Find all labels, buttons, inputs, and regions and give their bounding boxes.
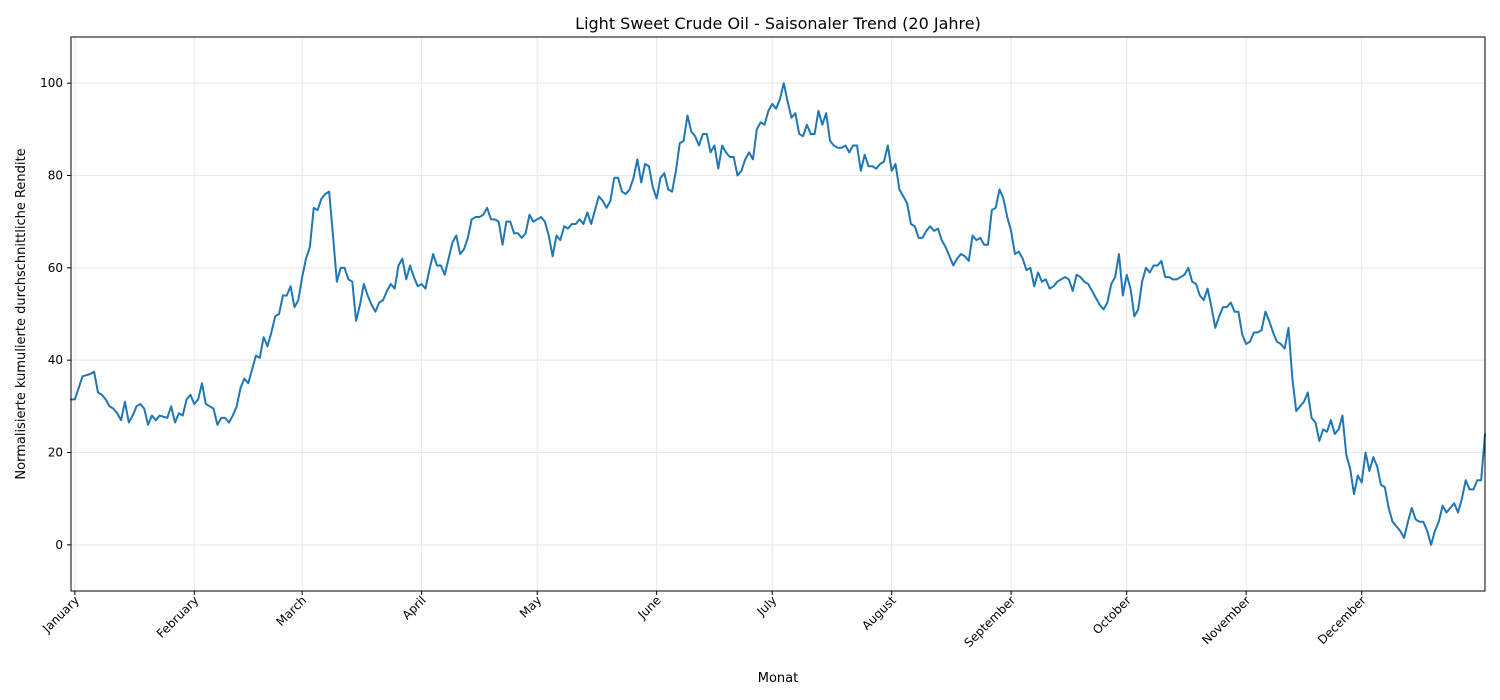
y-tick-label: 40: [48, 353, 63, 367]
y-tick-label: 80: [48, 169, 63, 183]
y-tick-label: 0: [55, 538, 63, 552]
y-tick-label: 100: [40, 76, 63, 90]
grid: [71, 37, 1485, 591]
chart-title: Light Sweet Crude Oil - Saisonaler Trend…: [575, 14, 981, 33]
series-line: [70, 82, 1486, 546]
y-tick-label: 60: [48, 261, 63, 275]
plot-frame: [70, 36, 1486, 592]
y-axis-ticks: 0 20 40 60 80 100: [40, 76, 71, 552]
y-axis-label: Normalisierte kumulierte durchschnittlic…: [14, 148, 29, 479]
x-axis-label: Monat: [758, 671, 798, 686]
y-tick-label: 20: [48, 446, 63, 460]
